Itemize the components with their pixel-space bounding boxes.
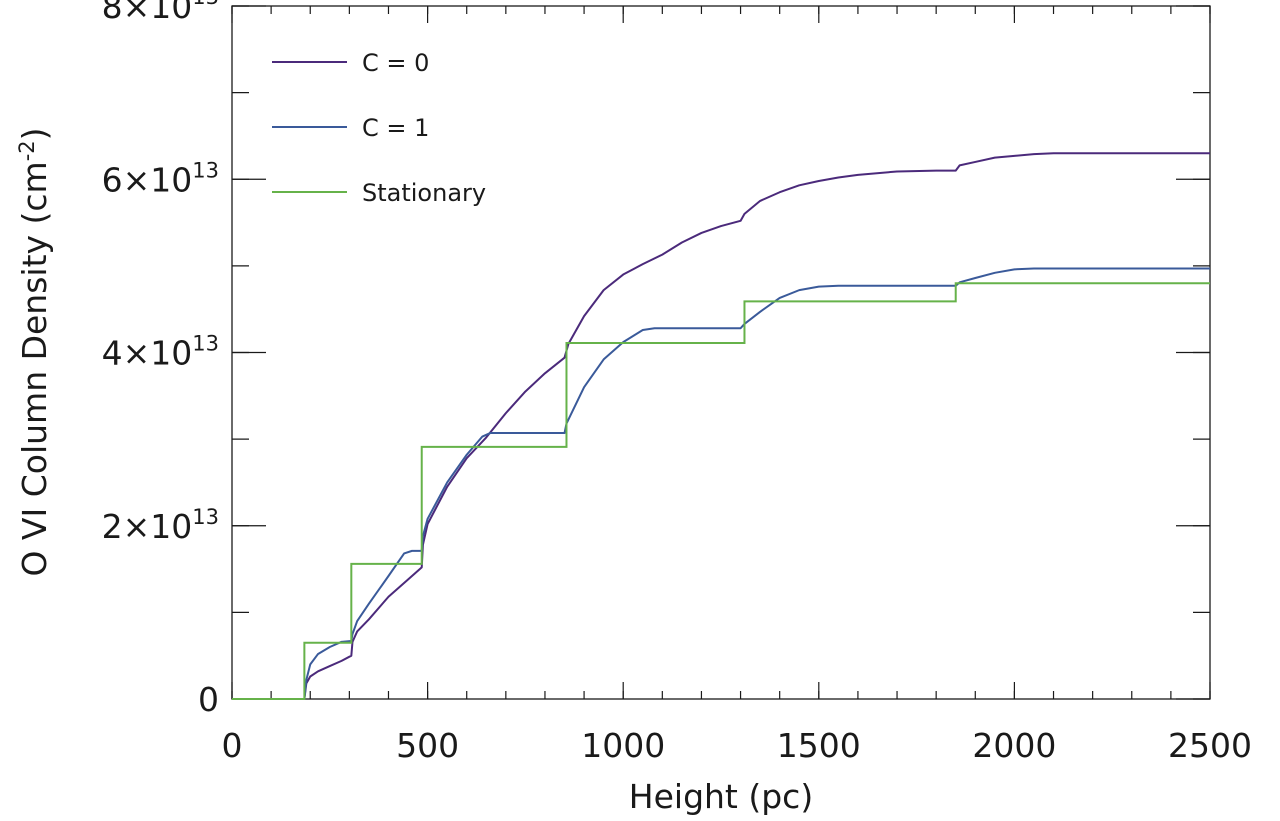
axis-ticks <box>231 5 1211 700</box>
y-tick-label: 6×1013 <box>102 158 219 199</box>
y-tick-label: 2×1013 <box>102 505 219 546</box>
y-axis-label-main: O VI Column Density (cm <box>15 161 54 576</box>
legend-label: C = 0 <box>362 49 429 77</box>
series-line-1 <box>232 267 1210 700</box>
x-tick-label: 2000 <box>972 726 1056 765</box>
plot-frame <box>231 5 1211 700</box>
tick-labels: 0 500 1000 1500 2000 250002×10134×10136×10138… <box>102 0 1252 765</box>
x-tick-label: 2500 <box>1168 726 1252 765</box>
y-tick-label: 0 <box>198 680 219 719</box>
series-lines <box>232 152 1210 700</box>
y-tick-label-exponent: 13 <box>192 158 219 182</box>
legend-label: Stationary <box>362 179 486 207</box>
y-axis-label-close: ) <box>15 127 54 140</box>
y-tick-label-exponent: 13 <box>192 0 219 9</box>
y-tick-label-base: 4×10 <box>102 334 193 373</box>
y-tick-label-base: 8×10 <box>102 0 193 26</box>
x-axis-label: Height (pc) <box>629 777 813 816</box>
series-line-2 <box>232 282 1210 700</box>
legend-label: C = 1 <box>362 114 429 142</box>
x-tick-label: 500 <box>396 726 459 765</box>
x-tick-label: 0 <box>222 726 243 765</box>
y-tick-label: 4×1013 <box>102 332 219 373</box>
y-axis-label-sup: -2 <box>15 140 39 161</box>
series-line-0 <box>232 152 1210 700</box>
y-tick-label-exponent: 13 <box>192 505 219 529</box>
y-axis-label: O VI Column Density (cm-2) <box>15 127 54 576</box>
y-tick-label-base: 6×10 <box>102 160 193 199</box>
y-tick-label-base: 2×10 <box>102 507 193 546</box>
x-tick-label: 1000 <box>581 726 665 765</box>
y-tick-label: 8×1013 <box>102 0 219 26</box>
legend: C = 0 C = 1 Stationary <box>272 49 486 207</box>
y-tick-label-exponent: 13 <box>192 332 219 356</box>
x-tick-label: 1500 <box>777 726 861 765</box>
